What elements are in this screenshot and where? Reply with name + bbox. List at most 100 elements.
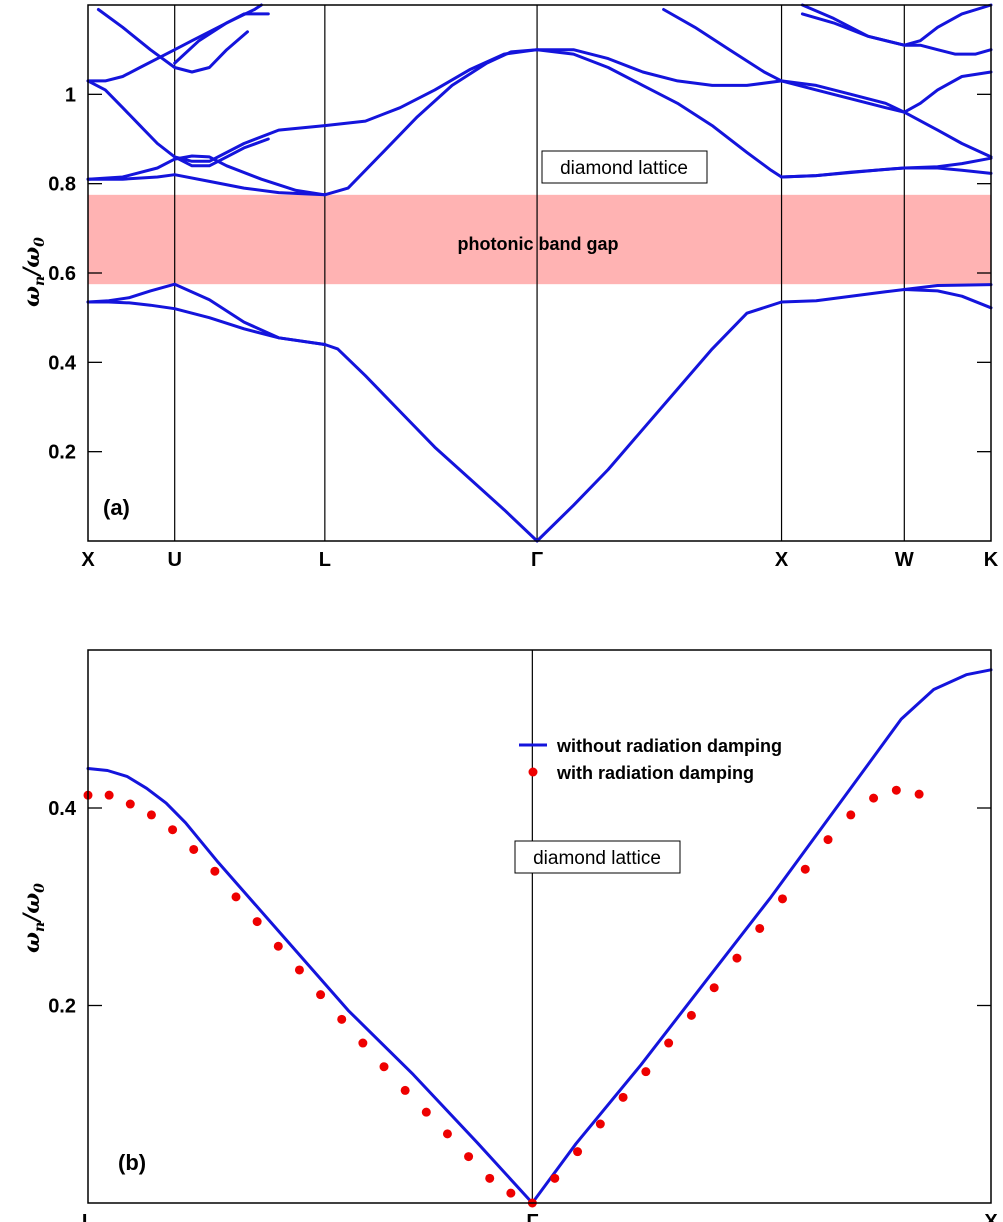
band-line: [780, 70, 993, 114]
data-point: [573, 1147, 583, 1157]
band-line: [535, 300, 783, 543]
x-tick-label: Γ: [526, 1211, 538, 1222]
panel-label-a: (a): [103, 495, 130, 520]
x-tick-label: X: [984, 1211, 998, 1222]
y-tick-label: 0.2: [48, 442, 76, 464]
annotation-a: diamond lattice: [560, 158, 688, 179]
data-point: [379, 1062, 389, 1072]
panel-b-y-labels: 0.2 0.4: [48, 798, 77, 1018]
data-point: [337, 1014, 347, 1024]
annotation-box-b: [514, 840, 681, 874]
band-gap-label: photonic band gap: [458, 234, 619, 254]
data-point: [189, 844, 199, 854]
legend-entry-2: with radiation damping: [556, 763, 754, 783]
panel-a-y-ticks: [88, 93, 991, 453]
band-line: [323, 343, 539, 543]
band-line: [86, 300, 327, 346]
band-line: [86, 173, 327, 197]
x-tick-label: K: [984, 549, 999, 571]
data-point: [485, 1173, 495, 1183]
band-line: [173, 3, 263, 65]
data-point: [400, 1085, 410, 1095]
x-tick-label: U: [167, 549, 181, 571]
panel-b-frame: [87, 649, 992, 1204]
data-point: [506, 1188, 516, 1198]
data-point: [664, 1038, 674, 1048]
y-tick-label: 0.4: [48, 798, 77, 820]
band-line: [780, 79, 993, 159]
data-point: [146, 810, 156, 820]
annotation-box-a: [541, 150, 708, 184]
band-line: [902, 283, 993, 291]
data-point: [800, 864, 810, 874]
data-point: [550, 1173, 560, 1183]
data-point: [252, 917, 262, 927]
y-tick-label: 0.6: [48, 263, 76, 285]
legend-entry-1: without radiation damping: [556, 736, 782, 756]
data-point: [358, 1038, 368, 1048]
x-tick-label: L: [82, 1211, 94, 1222]
data-point: [618, 1092, 628, 1102]
data-point: [104, 790, 114, 800]
band-line: [86, 79, 270, 168]
data-point: [316, 990, 326, 1000]
y-tick-label: 1: [65, 84, 76, 106]
panel-label-b: (b): [118, 1150, 146, 1175]
panel-b-y-ticks: [88, 807, 991, 1007]
band-line: [96, 8, 249, 74]
data-point: [686, 1010, 696, 1020]
panel-b: diamond lattice without radiation dampin…: [19, 649, 998, 1222]
data-point: [273, 941, 283, 951]
band-line: [800, 12, 993, 56]
data-point: [732, 953, 742, 963]
annotation-b: diamond lattice: [533, 848, 661, 869]
series-line: [86, 668, 993, 1205]
data-point: [641, 1067, 651, 1077]
band-gap-region: [88, 194, 991, 285]
band-line: [780, 288, 993, 310]
data-point: [755, 923, 765, 933]
panel-a-bands: [86, 3, 993, 543]
data-point: [914, 789, 924, 799]
band-line: [535, 48, 783, 87]
data-point: [709, 983, 719, 993]
x-tick-label: X: [775, 549, 789, 571]
data-point: [777, 894, 787, 904]
data-point: [294, 965, 304, 975]
panel-b-series: [83, 668, 993, 1208]
data-point: [869, 793, 879, 803]
data-point: [421, 1107, 431, 1117]
x-tick-label: L: [319, 549, 331, 571]
data-point: [595, 1119, 605, 1129]
band-line: [662, 8, 783, 83]
legend: without radiation damping with radiation…: [519, 736, 782, 783]
data-point: [210, 866, 220, 876]
band-line: [780, 156, 993, 179]
data-point: [231, 892, 241, 902]
panel-a: photonic band gap diamond lattice (a) X U…: [19, 3, 999, 571]
data-point: [464, 1152, 474, 1162]
band-line: [86, 282, 327, 346]
y-tick-label: 0.2: [48, 996, 76, 1018]
data-point: [442, 1129, 452, 1139]
y-tick-label: 0.8: [48, 174, 76, 196]
x-tick-label: X: [81, 549, 95, 571]
y-axis-label-b: ωn/ω0: [19, 883, 48, 953]
data-point: [168, 825, 178, 835]
data-point: [891, 785, 901, 795]
data-point: [823, 835, 833, 845]
band-line: [173, 48, 539, 163]
y-tick-label: 0.4: [48, 352, 77, 374]
y-axis-label-a: ωn/ω0: [19, 237, 48, 307]
band-line: [535, 48, 783, 179]
panel-a-frame: [87, 4, 992, 542]
x-tick-label: Γ: [531, 549, 543, 571]
panel-a-y-labels: 0.2 0.4 0.6 0.8 1: [48, 84, 77, 463]
band-line: [86, 12, 270, 83]
band-line: [800, 3, 993, 47]
legend-dot-marker: [528, 767, 538, 777]
panel-a-sym-lines: [174, 5, 905, 541]
data-point: [846, 810, 856, 820]
